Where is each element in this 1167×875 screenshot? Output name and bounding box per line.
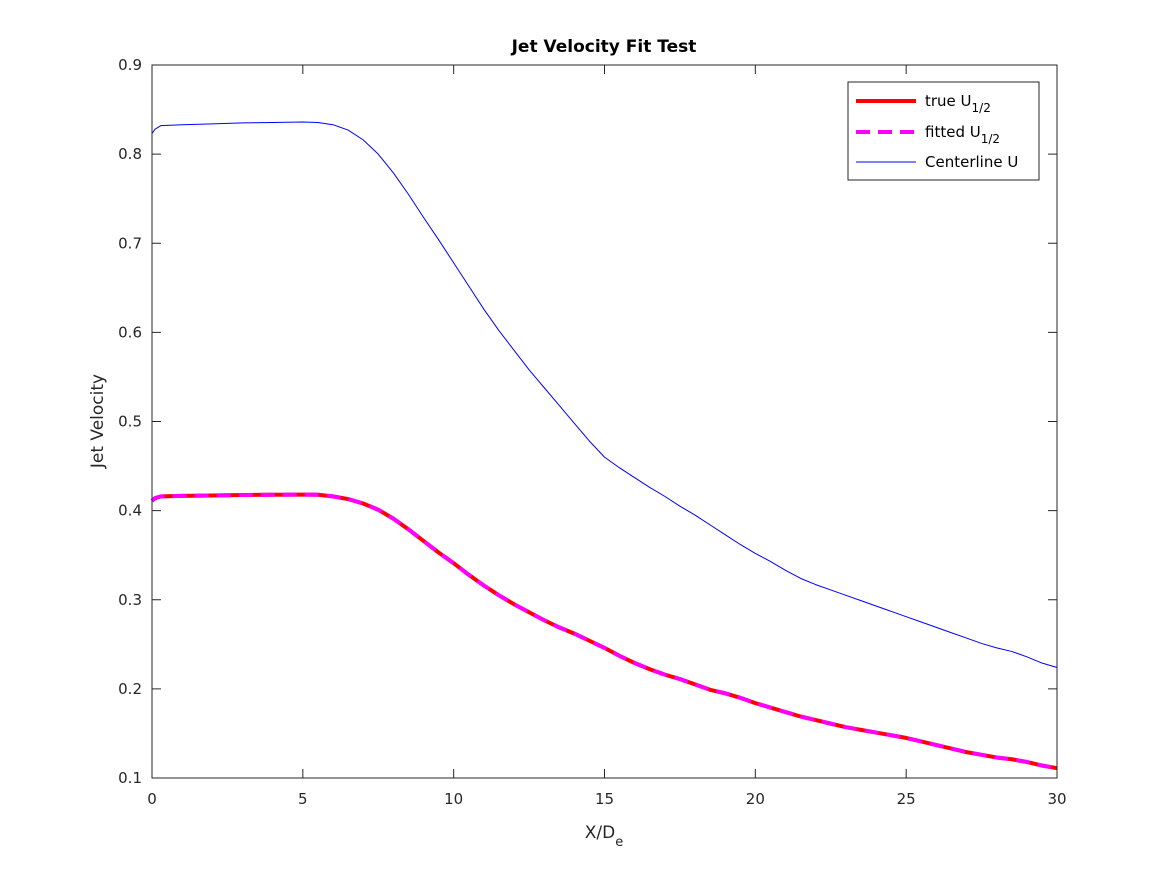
x-tick-label: 10 — [444, 790, 463, 808]
y-tick-label: 0.3 — [118, 591, 142, 609]
legend-label-fitted-u-base: fitted U — [925, 123, 981, 141]
series-layer — [150, 121, 1058, 771]
legend-label-fitted-u: fitted U1/2 — [925, 123, 1000, 146]
series-fitted-u-line — [150, 492, 1058, 771]
legend-label-centerline-u: Centerline U — [925, 153, 1018, 171]
x-tick-label: 5 — [298, 790, 308, 808]
axes-layer: 0 5 10 15 20 25 30 0.1 0.2 0.3 0.4 0.5 0.6 0.7 0.8 0.9 — [118, 56, 1066, 808]
y-tick-label: 0.4 — [118, 502, 142, 520]
y-tick-label: 0.2 — [118, 680, 142, 698]
legend-label-true-u: true U1/2 — [925, 92, 991, 115]
legend: true U1/2 fitted U1/2 Centerline U — [847, 81, 1040, 181]
y-tick-label: 0.6 — [118, 323, 142, 341]
legend-label-true-u-subscript: 1/2 — [972, 101, 991, 115]
series-centerline-u-line — [151, 121, 1058, 668]
y-tick-label: 0.1 — [118, 769, 142, 787]
x-axis-label-subscript: e — [615, 835, 623, 850]
y-tick-label: 0.5 — [118, 413, 142, 431]
chart-title: Jet Velocity Fit Test — [511, 37, 697, 57]
y-axis-label: Jet Velocity — [88, 374, 108, 469]
plot-area — [152, 65, 1057, 778]
legend-label-true-u-base: true U — [925, 92, 972, 110]
x-tick-label: 30 — [1047, 790, 1066, 808]
y-tick-label: 0.8 — [118, 145, 142, 163]
x-axis-label: X/De — [585, 823, 623, 850]
x-tick-label: 25 — [897, 790, 916, 808]
x-tick-label: 15 — [595, 790, 614, 808]
x-axis-label-base: X/D — [585, 823, 615, 843]
legend-label-fitted-u-subscript: 1/2 — [981, 132, 1000, 146]
x-tick-label: 20 — [746, 790, 765, 808]
y-tick-label: 0.7 — [118, 234, 142, 252]
x-tick-label: 0 — [147, 790, 157, 808]
y-tick-label: 0.9 — [118, 56, 142, 74]
